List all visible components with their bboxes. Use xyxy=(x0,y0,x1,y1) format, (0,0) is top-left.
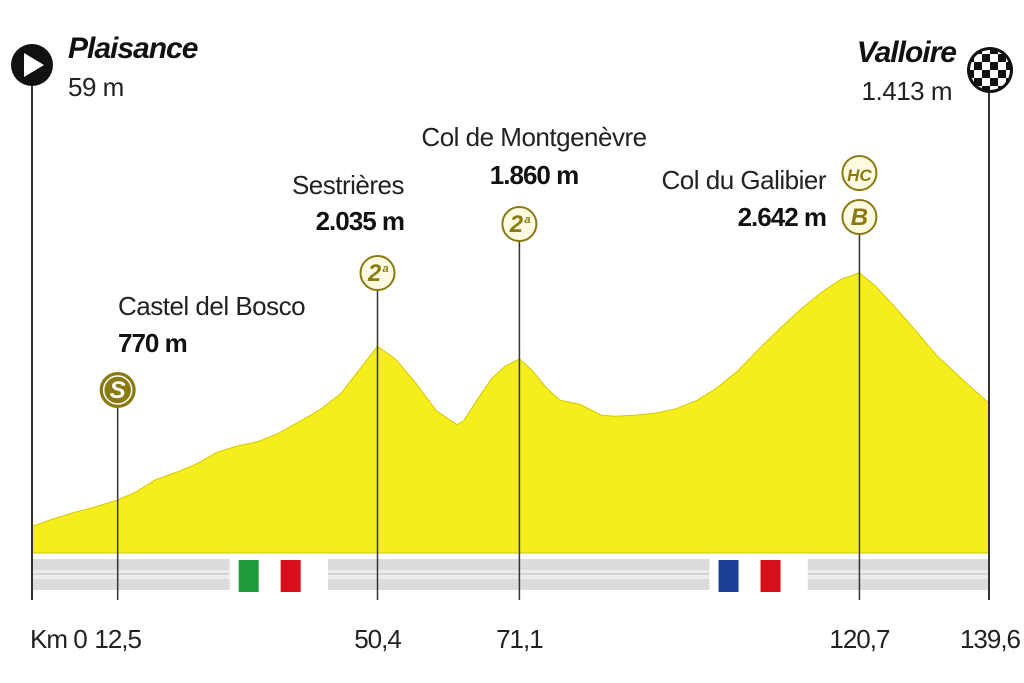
finish-altitude: 1.413 m xyxy=(862,76,952,106)
km-label-col-du-galibier: 120,7 xyxy=(829,624,890,654)
svg-text:a: a xyxy=(382,263,388,275)
climb-altitude-castel-del-bosco: 770 m xyxy=(118,328,187,358)
svg-text:S: S xyxy=(110,377,126,404)
flag-france-left xyxy=(718,560,739,592)
climb-altitude-sestri-res: 2.035 m xyxy=(316,206,404,236)
svg-text:HC: HC xyxy=(847,166,872,185)
svg-text:B: B xyxy=(851,204,868,231)
climb-labels: Castel del Bosco 770 m Sestrières 2.035 m Co… xyxy=(118,122,827,358)
start-play-icon xyxy=(11,44,53,86)
climb-altitude-col-du-galibier: 2.642 m xyxy=(738,202,826,232)
svg-text:a: a xyxy=(524,214,530,226)
hc-badge-icon: HC xyxy=(841,155,878,191)
flag-italy-right xyxy=(280,560,301,592)
km-label-col-de-montgen-vre: 71,1 xyxy=(496,624,543,654)
climb-altitude-col-de-montgen-vre: 1.860 m xyxy=(490,160,578,190)
climb-name-sestri-res: Sestrières xyxy=(292,170,405,200)
finish-town-name: Valloire xyxy=(857,36,957,69)
flag-italy-left xyxy=(238,560,259,592)
km-label-castel-del-bosco: 12,5 xyxy=(94,624,141,654)
km-end-label: 139,6 xyxy=(960,624,1021,654)
start-town-name: Plaisance xyxy=(68,32,198,65)
km-label-sestri-res: 50,4 xyxy=(354,624,401,654)
climb-badge-castel-del-bosco: S xyxy=(99,372,136,408)
climb-badge-col-du-galibier: B xyxy=(841,199,878,235)
flag-france-right xyxy=(760,560,781,592)
climb-name-col-du-galibier: Col du Galibier xyxy=(662,165,827,195)
km-start-label: Km 0 xyxy=(30,624,87,654)
km-strip xyxy=(32,556,989,593)
start-altitude: 59 m xyxy=(68,72,124,102)
km-tick-labels: 12,5 50,4 71,1 120,7 xyxy=(94,624,891,654)
svg-text:2: 2 xyxy=(509,211,524,238)
climb-name-castel-del-bosco: Castel del Bosco xyxy=(118,291,305,321)
climb-name-col-de-montgen-vre: Col de Montgenèvre xyxy=(421,122,646,152)
finish-checkered-flag-icon xyxy=(967,47,1013,93)
svg-text:2: 2 xyxy=(367,260,382,287)
